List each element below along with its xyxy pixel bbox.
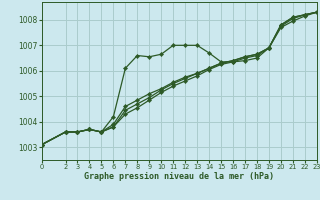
X-axis label: Graphe pression niveau de la mer (hPa): Graphe pression niveau de la mer (hPa) xyxy=(84,172,274,181)
